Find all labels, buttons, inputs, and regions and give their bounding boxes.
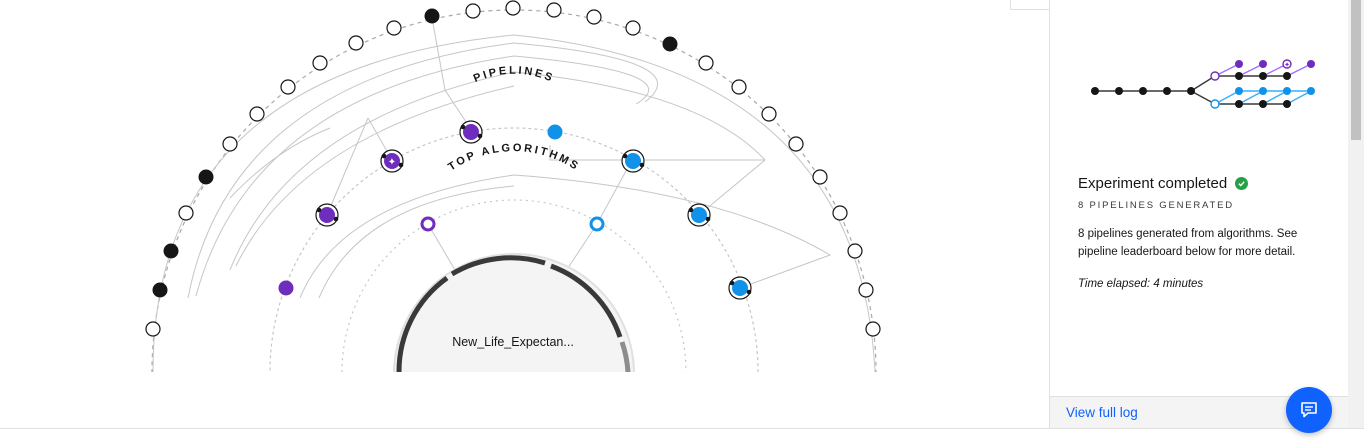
node-26-empty[interactable] <box>865 321 881 337</box>
node-22-empty[interactable] <box>812 169 828 185</box>
algorithms-ring-label: TOP ALGORITHMS <box>446 142 582 173</box>
dataset-name: New_Life_Expectan... <box>452 335 574 349</box>
node-9-empty[interactable] <box>348 35 364 51</box>
dataset-node[interactable]: New_Life_Expectan... <box>393 253 635 372</box>
connector-line-5 <box>299 174 832 299</box>
connector-line-8 <box>431 17 471 129</box>
node-29-purple-star[interactable]: ✦ <box>380 149 404 173</box>
node-28-purple-halo[interactable] <box>315 203 339 227</box>
connector-line-10 <box>326 117 369 216</box>
time-elapsed: Time elapsed: 4 minutes <box>1078 278 1204 290</box>
node-27-purple[interactable] <box>278 280 294 296</box>
connector-line-11 <box>549 145 764 161</box>
node-24-empty[interactable] <box>847 243 863 259</box>
node-1-dark[interactable] <box>152 282 168 298</box>
connector-line-2 <box>195 55 649 297</box>
node-31-blue[interactable] <box>547 124 563 140</box>
node-33-blue-halo[interactable] <box>687 203 711 227</box>
connector-line-12 <box>596 159 633 225</box>
node-30-purple-halo[interactable] <box>459 120 483 144</box>
svg-text:✦: ✦ <box>1284 61 1290 69</box>
connector-line-6 <box>318 185 515 299</box>
node-6-empty[interactable] <box>249 106 265 122</box>
connector-line-4 <box>235 85 515 267</box>
node-23-empty[interactable] <box>832 205 848 221</box>
node-18-empty[interactable] <box>698 55 714 71</box>
node-10-empty[interactable] <box>386 20 402 36</box>
status-subtitle: 8 PIPELINES GENERATED <box>1078 200 1234 211</box>
node-20-empty[interactable] <box>761 106 777 122</box>
progress-map-svg: ✦ PIPELINES TOP ALGORITHMS New_Life_Expe… <box>145 0 881 372</box>
node-15-empty[interactable] <box>586 9 602 25</box>
connector-line-13 <box>698 159 766 216</box>
connector-line-0 <box>152 34 876 372</box>
page-scrollbar[interactable] <box>1348 0 1364 428</box>
checkmark-icon <box>1235 177 1249 190</box>
node-14-empty[interactable] <box>546 2 562 18</box>
node-36-blue-ring[interactable] <box>589 216 605 232</box>
node-4-dark[interactable] <box>198 169 214 185</box>
top-strip <box>1010 0 1050 10</box>
node-21-empty[interactable] <box>788 136 804 152</box>
status-description: 8 pipelines generated from algorithms. S… <box>1078 228 1298 258</box>
node-13-empty[interactable] <box>505 0 521 16</box>
node-7-empty[interactable] <box>280 79 296 95</box>
svg-text:✦: ✦ <box>388 157 396 168</box>
experiment-summary-panel: ✦ Experiment completed 8 PIPELINES GENER… <box>1049 0 1349 429</box>
node-2-dark[interactable] <box>163 243 179 259</box>
view-full-log-link[interactable]: View full log <box>1066 405 1138 420</box>
node-32-blue-halo[interactable] <box>621 149 645 173</box>
node-19-empty[interactable] <box>731 79 747 95</box>
node-12-empty[interactable] <box>465 3 481 19</box>
chat-icon <box>1301 402 1317 418</box>
node-0-empty[interactable] <box>145 321 161 337</box>
connector-line-1 <box>187 42 658 299</box>
status-title-text: Experiment completed <box>1078 175 1228 192</box>
status-title: Experiment completed <box>1078 175 1249 192</box>
node-3-empty[interactable] <box>178 205 194 221</box>
pipelines-ring-label: PIPELINES <box>472 65 556 85</box>
scrollbar-thumb[interactable] <box>1351 0 1361 140</box>
node-35-purple-ring[interactable] <box>420 216 436 232</box>
pipeline-graph-thumbnail: ✦ <box>1091 59 1315 109</box>
node-11-dark[interactable] <box>424 8 440 24</box>
orbit-ring-2 <box>341 199 687 372</box>
node-16-empty[interactable] <box>625 20 641 36</box>
node-17-dark[interactable] <box>662 36 678 52</box>
connector-line-15 <box>567 223 598 269</box>
connector-line-7 <box>229 127 331 199</box>
progress-map: ✦ PIPELINES TOP ALGORITHMS New_Life_Expe… <box>145 0 881 372</box>
bottom-bar <box>0 428 1364 445</box>
node-5-empty[interactable] <box>222 136 238 152</box>
chat-button[interactable] <box>1286 387 1332 433</box>
node-34-blue-halo[interactable] <box>728 276 752 300</box>
connector-line-3 <box>229 71 766 271</box>
connector-line-14 <box>427 223 456 271</box>
node-25-empty[interactable] <box>858 282 874 298</box>
node-8-empty[interactable] <box>312 55 328 71</box>
